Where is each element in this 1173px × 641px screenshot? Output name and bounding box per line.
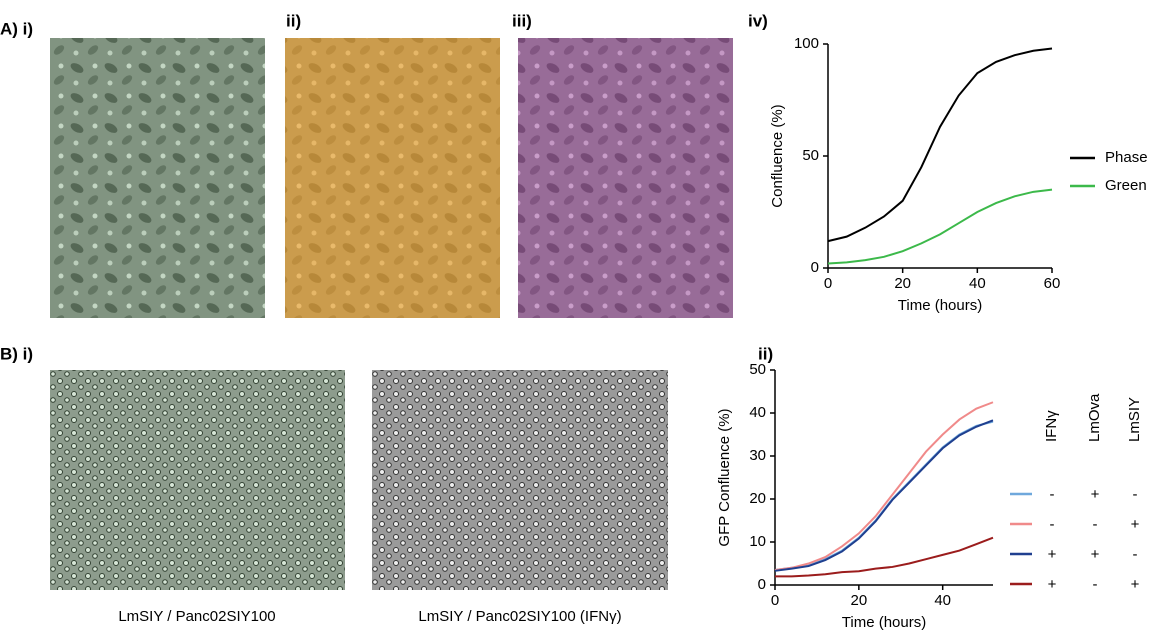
data-line [775, 536, 994, 578]
micrograph [372, 370, 668, 590]
x-axis-title: Time (hours) [898, 297, 982, 314]
y-tick-label: 0 [758, 576, 766, 593]
legend-label: Phase [1105, 149, 1148, 166]
legend-sign: - [1050, 486, 1055, 503]
micrograph [50, 370, 345, 590]
legend-sign: - [1133, 546, 1138, 563]
data-line [827, 47, 1053, 243]
x-tick-label: 20 [894, 275, 911, 292]
y-axis-title: Confluence (%) [769, 104, 786, 207]
legend-sign: - [1133, 486, 1138, 503]
y-tick-label: 40 [749, 404, 766, 421]
micrograph [518, 38, 733, 318]
x-tick-label: 0 [771, 592, 779, 609]
legend-sign: - [1050, 516, 1055, 533]
caption: LmSIY / Panc02SIY100 (IFNγ) [418, 608, 621, 625]
x-axis-title: Time (hours) [842, 614, 926, 631]
y-tick-label: 50 [749, 361, 766, 378]
x-tick-label: 40 [934, 592, 951, 609]
legend-sign: - [1093, 516, 1098, 533]
legend-sign: - [1093, 576, 1098, 593]
y-tick-label: 100 [794, 35, 819, 52]
legend-column-header: LmSIY [1126, 397, 1143, 442]
legend-sign: + [1091, 546, 1100, 563]
legend-sign: + [1131, 516, 1140, 533]
data-line [827, 188, 1053, 265]
panel-label: iv) [748, 11, 768, 30]
y-tick-label: 50 [802, 147, 819, 164]
caption: LmSIY / Panc02SIY100 [118, 608, 275, 625]
panel-label: A) i) [0, 19, 33, 38]
x-tick-label: 60 [1044, 275, 1061, 292]
legend-column-header: LmOva [1086, 393, 1103, 442]
legend-sign: + [1091, 486, 1100, 503]
y-tick-label: 0 [811, 259, 819, 276]
y-tick-label: 20 [749, 490, 766, 507]
x-tick-label: 0 [824, 275, 832, 292]
legend-label: Green [1105, 177, 1147, 194]
data-line [774, 401, 994, 571]
x-tick-label: 20 [851, 592, 868, 609]
micrograph [50, 38, 265, 318]
data-line [774, 420, 994, 571]
panel-label: ii) [758, 344, 773, 363]
panel-label: B) i) [0, 344, 33, 363]
legend-sign: + [1048, 546, 1057, 563]
y-axis-title: GFP Confluence (%) [716, 408, 733, 546]
panel-label: iii) [512, 11, 532, 30]
y-tick-label: 30 [749, 447, 766, 464]
y-tick-label: 10 [749, 533, 766, 550]
micrograph [285, 38, 500, 318]
panel-label: ii) [286, 11, 301, 30]
data-line [774, 419, 994, 572]
legend-sign: + [1048, 576, 1057, 593]
legend-column-header: IFNγ [1043, 410, 1060, 442]
legend-sign: + [1131, 576, 1140, 593]
x-tick-label: 40 [969, 275, 986, 292]
